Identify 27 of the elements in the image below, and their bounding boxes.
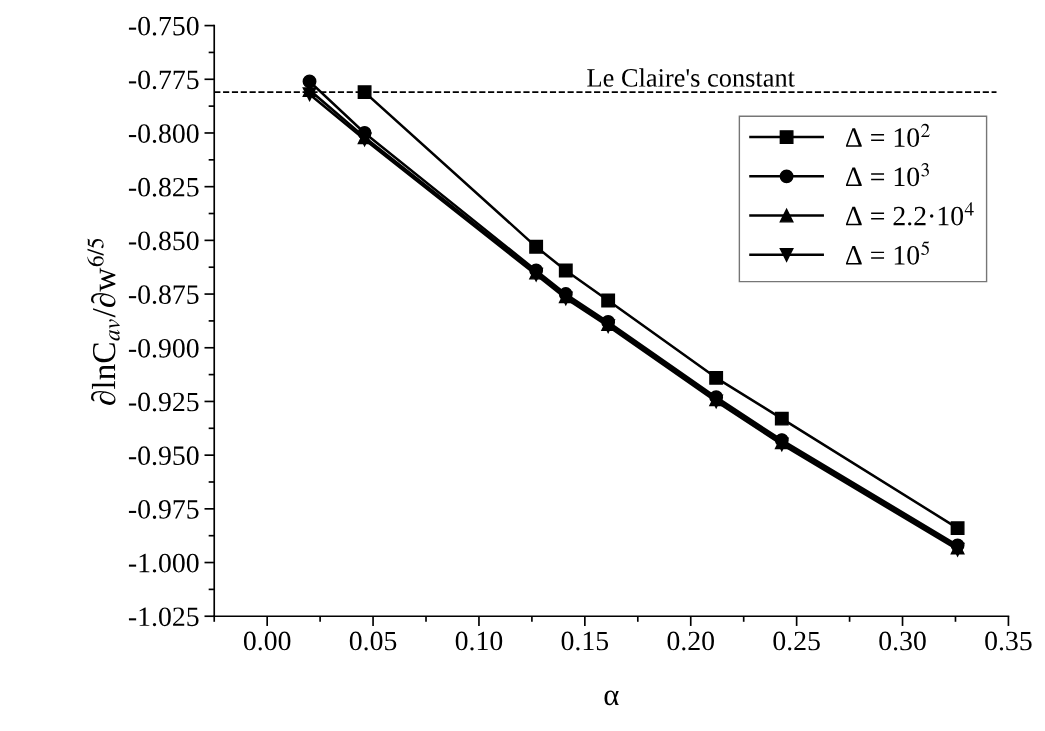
y-tick-label: -0.950 <box>128 446 199 466</box>
x-tick-label: 0.10 <box>455 631 503 651</box>
y-tick-label: -0.975 <box>128 500 199 519</box>
legend-label: Δ = 10$^{3}$ <box>845 163 929 187</box>
x-tick-label: 0.15 <box>561 631 609 651</box>
x-axis-title: α <box>604 690 619 706</box>
x-tick-label: 0.05 <box>349 631 397 651</box>
x-tick-label: 0.25 <box>773 631 820 651</box>
x-tick-label: 0.35 <box>985 631 1032 651</box>
y-tick-label: -0.750 <box>128 16 199 36</box>
y-tick-label: -1.000 <box>128 553 199 573</box>
y-tick-label: -0.800 <box>128 124 199 144</box>
y-tick-label: -0.775 <box>128 70 199 90</box>
legend-label: Δ = 10$^{2}$ <box>845 123 930 147</box>
y-tick-label: -0.875 <box>128 285 199 305</box>
y-tick-label: -0.925 <box>128 392 199 412</box>
y-tick-label: -1.025 <box>128 607 199 627</box>
y-axis-title: ∂lnC$_{av}$/∂w$^{6/5}$ <box>87 238 120 405</box>
x-tick-label: 0.30 <box>879 631 926 651</box>
x-tick-label: 0.00 <box>243 631 291 651</box>
legend-label: Δ = 2.2·10$^{4}$ <box>845 202 974 226</box>
y-tick-label: -0.825 <box>128 177 199 197</box>
ref-line-label: Le Claire's constant <box>587 68 795 87</box>
y-tick-label: -0.900 <box>128 338 199 358</box>
x-tick-label: 0.20 <box>667 631 714 651</box>
y-tick-label: -0.850 <box>128 231 199 251</box>
legend-label: Δ = 10$^{5}$ <box>845 241 930 265</box>
